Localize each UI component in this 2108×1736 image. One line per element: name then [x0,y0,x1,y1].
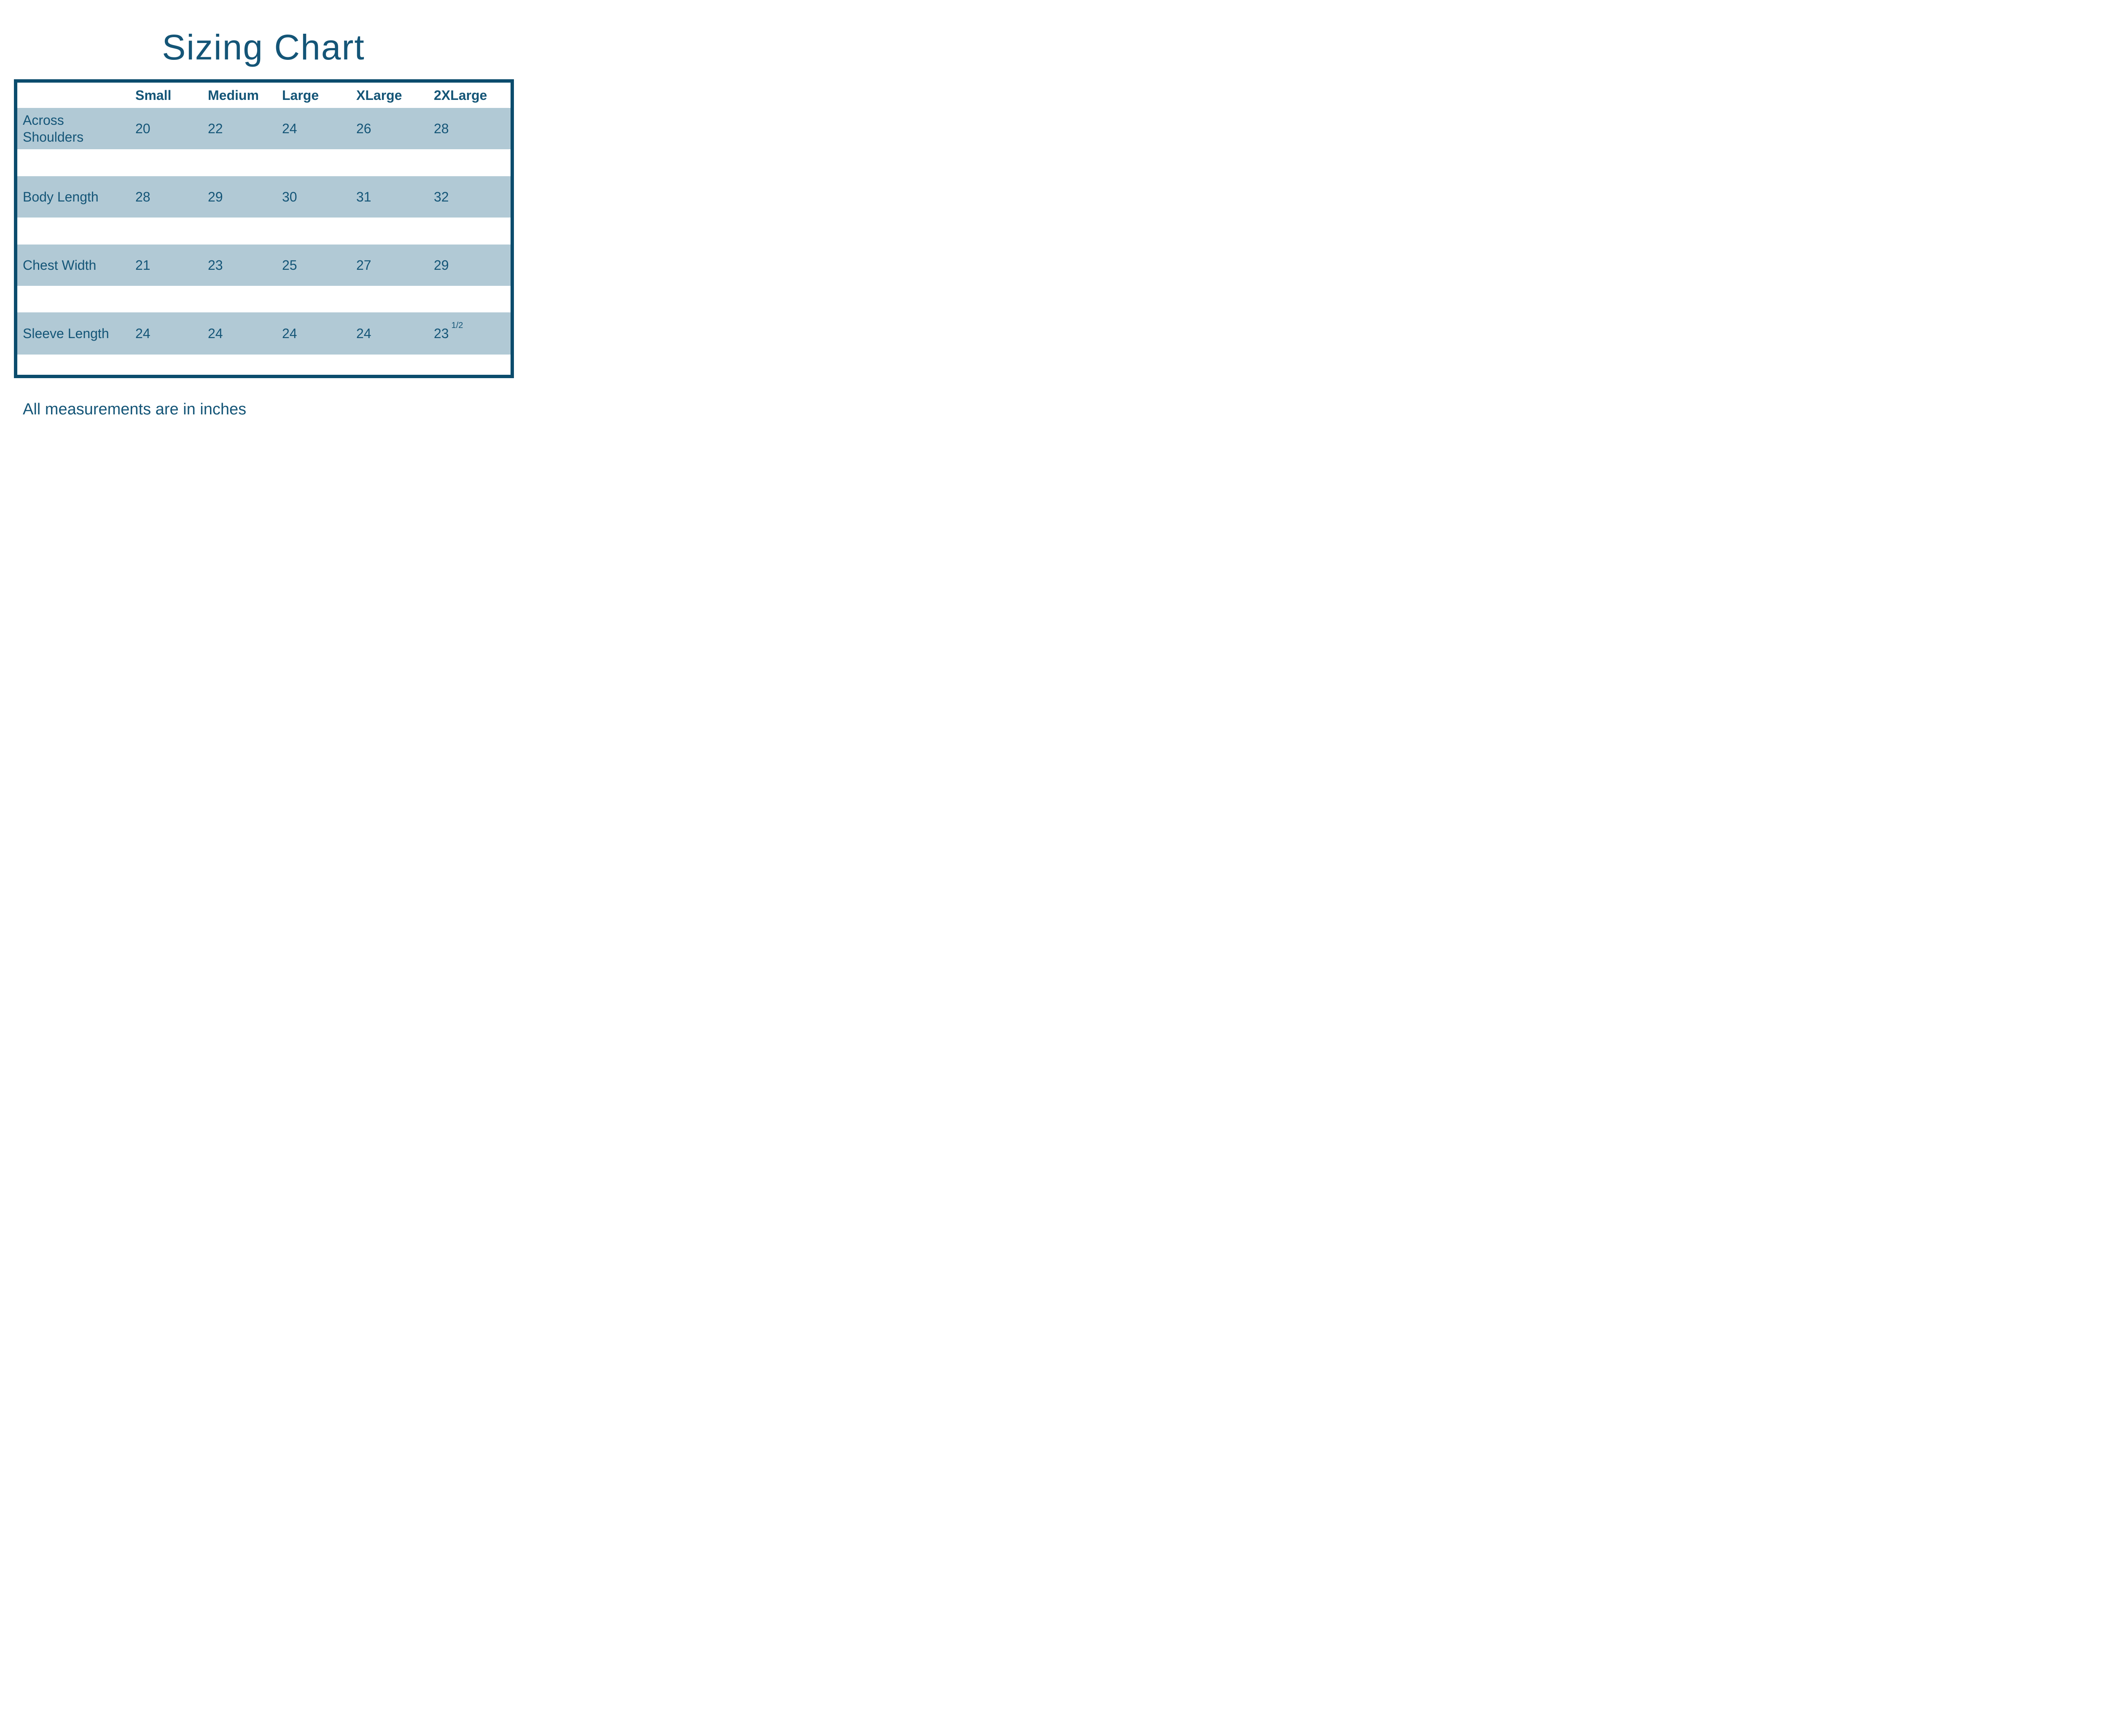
table-cell-chest-width-small: 21 [135,257,151,273]
sleeve-2xl-whole: 23 [434,325,449,341]
column-header-xlarge: XLarge [356,87,402,103]
table-row-sleeve-length: Sleeve Length 24 24 24 24 231/2 [17,312,511,355]
table-cell-body-length-2xlarge: 32 [434,189,449,204]
column-header-large: Large [282,87,319,103]
row-spacer [17,286,511,312]
table-cell-chest-width-xlarge: 27 [356,257,371,273]
table-cell-body-length-xlarge: 31 [356,189,371,204]
table-cell-across-shoulders-medium: 22 [208,121,223,136]
table-cell-chest-width-large: 25 [282,257,297,273]
column-header-medium: Medium [208,87,259,103]
table-row-chest-width: Chest Width 21 23 25 27 29 [17,245,511,286]
column-header-small: Small [135,87,172,103]
page-title: Sizing Chart [162,27,365,67]
table-bottom-spacer [17,355,511,375]
table-cell-across-shoulders-xlarge: 26 [356,121,371,136]
table-cell-sleeve-length-small: 24 [135,325,151,341]
table-cell-body-length-large: 30 [282,189,297,204]
column-header-2xlarge: 2XLarge [434,87,487,103]
table-cell-body-length-medium: 29 [208,189,223,204]
table-cell-body-length-small: 28 [135,189,151,204]
row-label-across-shoulders: Across Shoulders [17,112,135,145]
row-spacer [17,149,511,176]
table-cell-sleeve-length-2xlarge: 231/2 [434,321,511,341]
table-cell-sleeve-length-large: 24 [282,325,297,341]
table-cell-chest-width-2xlarge: 29 [434,257,449,273]
table-header-row: Small Medium Large XLarge 2XLarge [17,83,511,108]
table-cell-chest-width-medium: 23 [208,257,223,273]
sizing-table: Small Medium Large XLarge 2XLarge Across… [14,79,514,378]
table-cell-across-shoulders-large: 24 [282,121,297,136]
table-cell-across-shoulders-small: 20 [135,121,151,136]
table-row-across-shoulders: Across Shoulders 20 22 24 26 28 [17,108,511,149]
table-cell-sleeve-length-medium: 24 [208,325,223,341]
sizing-chart-page: Sizing Chart Small Medium Large XLarge 2… [0,0,527,434]
table-row-body-length: Body Length 28 29 30 31 32 [17,176,511,218]
row-label-sleeve-length: Sleeve Length [23,325,109,341]
row-label-text: Across Shoulders [23,113,84,145]
table-cell-sleeve-length-xlarge: 24 [356,325,371,341]
sleeve-2xl-fraction: 1/2 [451,320,463,330]
row-spacer [17,218,511,245]
row-label-body-length: Body Length [23,189,99,204]
footer-note: All measurements are in inches [23,400,247,418]
table-cell-across-shoulders-2xlarge: 28 [434,121,449,136]
row-label-chest-width: Chest Width [23,257,97,273]
